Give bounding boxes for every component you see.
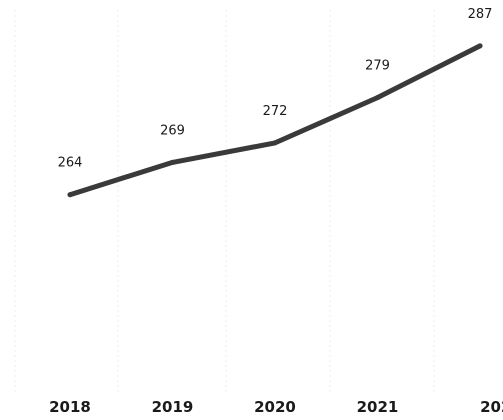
data-point-2020 <box>272 140 278 146</box>
x-tick-label-2020: 2020 <box>254 398 296 416</box>
data-label-2021: 279 <box>365 59 390 74</box>
chart-x-axis: 2018 2019 2020 2021 2022 <box>49 398 503 416</box>
x-tick-label-2018: 2018 <box>49 398 91 416</box>
series-line <box>67 43 483 198</box>
data-point-2022 <box>477 43 483 49</box>
x-tick-label-2021: 2021 <box>357 398 399 416</box>
chart-grid <box>14 10 435 395</box>
data-point-2018 <box>67 192 73 198</box>
data-label-2018: 264 <box>58 156 83 171</box>
data-label-2020: 272 <box>263 104 288 119</box>
chart-data-labels: 264 269 272 279 287 <box>58 7 493 171</box>
data-label-2019: 269 <box>160 123 185 138</box>
data-label-2022: 287 <box>468 7 493 22</box>
chart-series <box>67 43 483 198</box>
x-tick-label-2022: 2022 <box>480 398 503 416</box>
data-point-2021 <box>375 95 380 101</box>
data-point-2019 <box>170 159 175 165</box>
x-tick-label-2019: 2019 <box>152 398 194 416</box>
